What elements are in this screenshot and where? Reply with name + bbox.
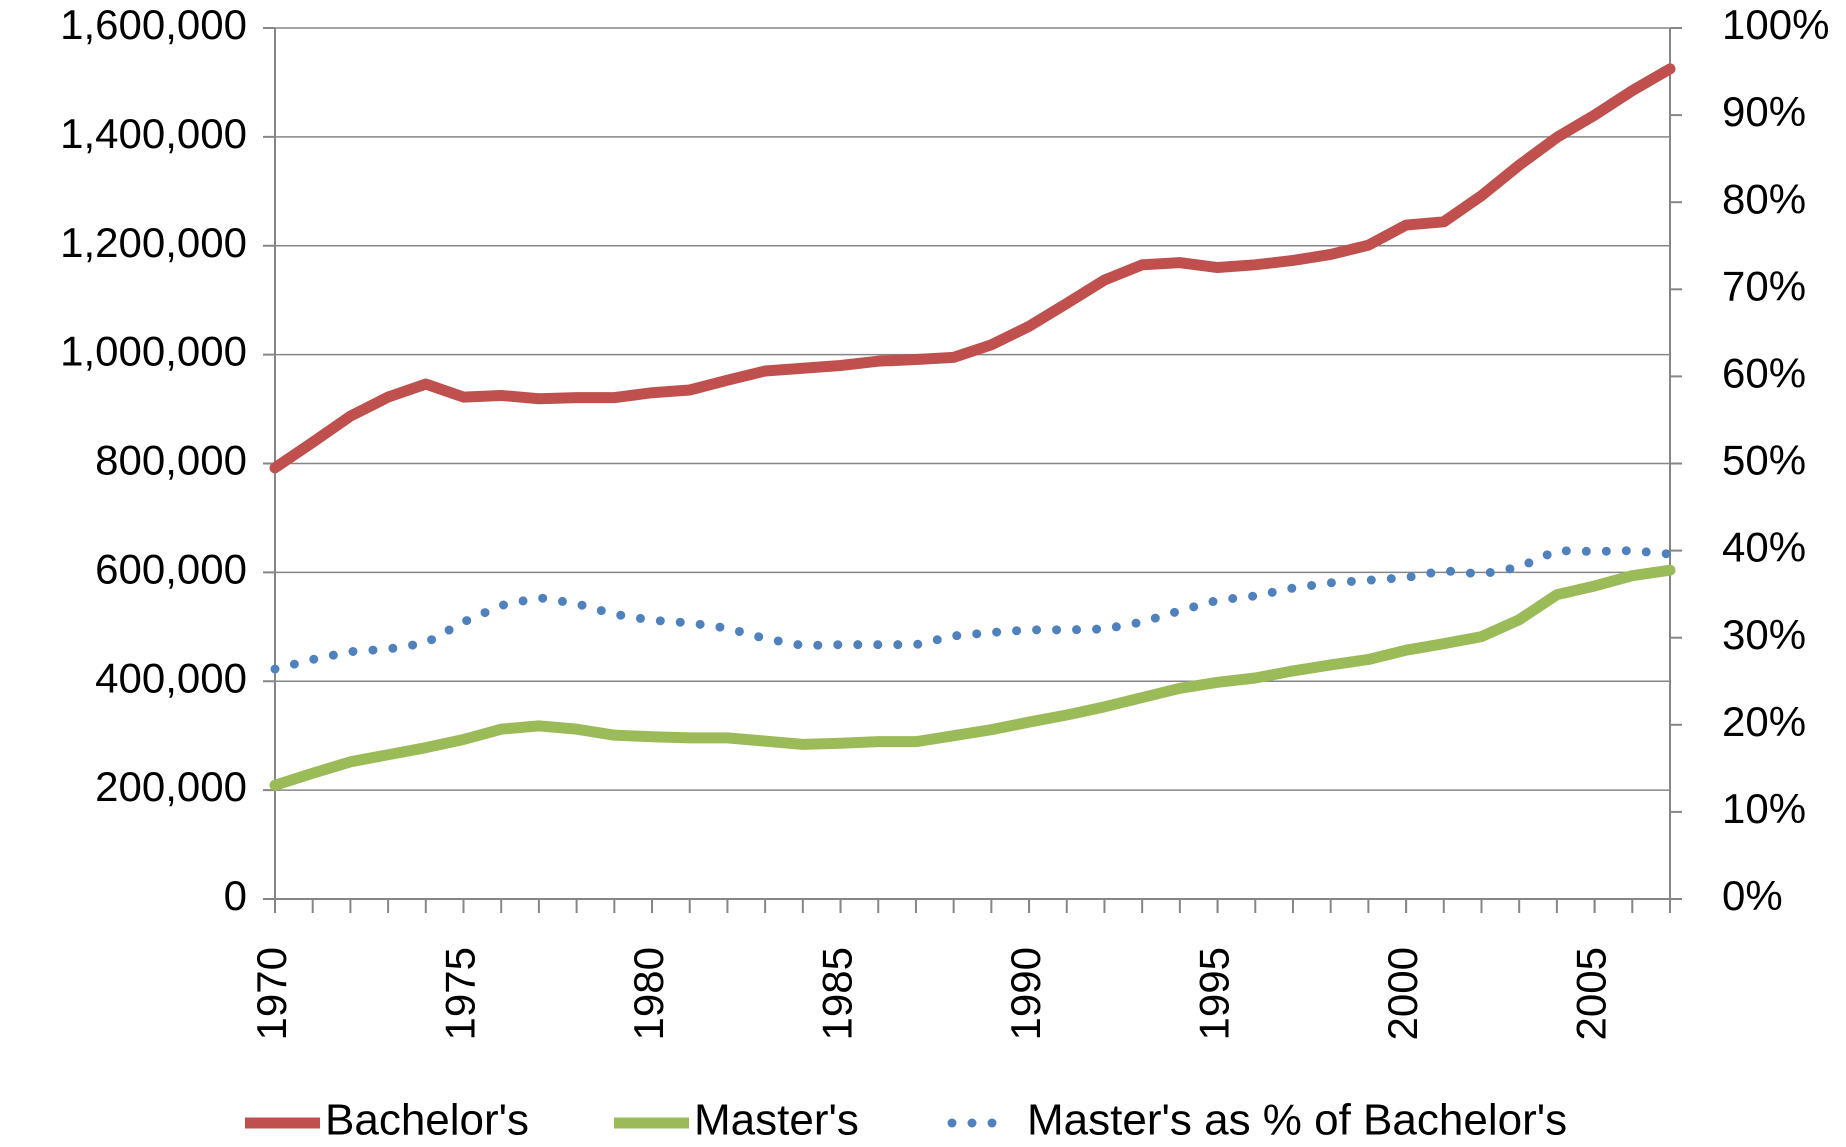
y-tick-label: 1,000,000 [60,328,247,375]
y-tick-label: 0 [224,872,247,919]
series-line [269,63,1676,474]
y2-tick-label: 70% [1722,262,1806,309]
x-tick-label: 1995 [1191,947,1238,1040]
legend-label: Bachelor's [325,1096,529,1145]
x-tick-label: 1985 [814,947,861,1040]
y-tick-label: 200,000 [95,763,247,810]
y-tick-label: 1,200,000 [60,219,247,266]
y2-tick-label: 80% [1722,175,1806,222]
legend-label: Master's as % of Bachelor's [1027,1096,1567,1145]
y2-tick-label: 100% [1722,1,1829,48]
y-tick-label: 600,000 [95,545,247,592]
y2-tick-label: 60% [1722,349,1806,396]
x-tick-label: 1970 [248,947,295,1040]
series-line [270,546,1675,674]
legend-label: Master's [694,1096,859,1145]
y-tick-label: 400,000 [95,654,247,701]
x-tick-label: 1980 [625,947,672,1040]
y2-tick-label: 10% [1722,785,1806,832]
y-tick-label: 1,400,000 [60,110,247,157]
x-tick-label: 2005 [1568,947,1615,1040]
y2-tick-label: 20% [1722,698,1806,745]
x-tick-label: 2000 [1379,947,1426,1040]
x-tick-label: 1975 [437,947,484,1040]
y2-tick-label: 0% [1722,872,1783,919]
y-tick-label: 800,000 [95,437,247,484]
y2-tick-label: 40% [1722,524,1806,571]
y2-tick-label: 50% [1722,437,1806,484]
y2-tick-label: 90% [1722,88,1806,135]
series-line [269,564,1676,791]
y2-tick-label: 30% [1722,611,1806,658]
y-tick-label: 1,600,000 [60,1,247,48]
x-tick-label: 1990 [1002,947,1049,1040]
